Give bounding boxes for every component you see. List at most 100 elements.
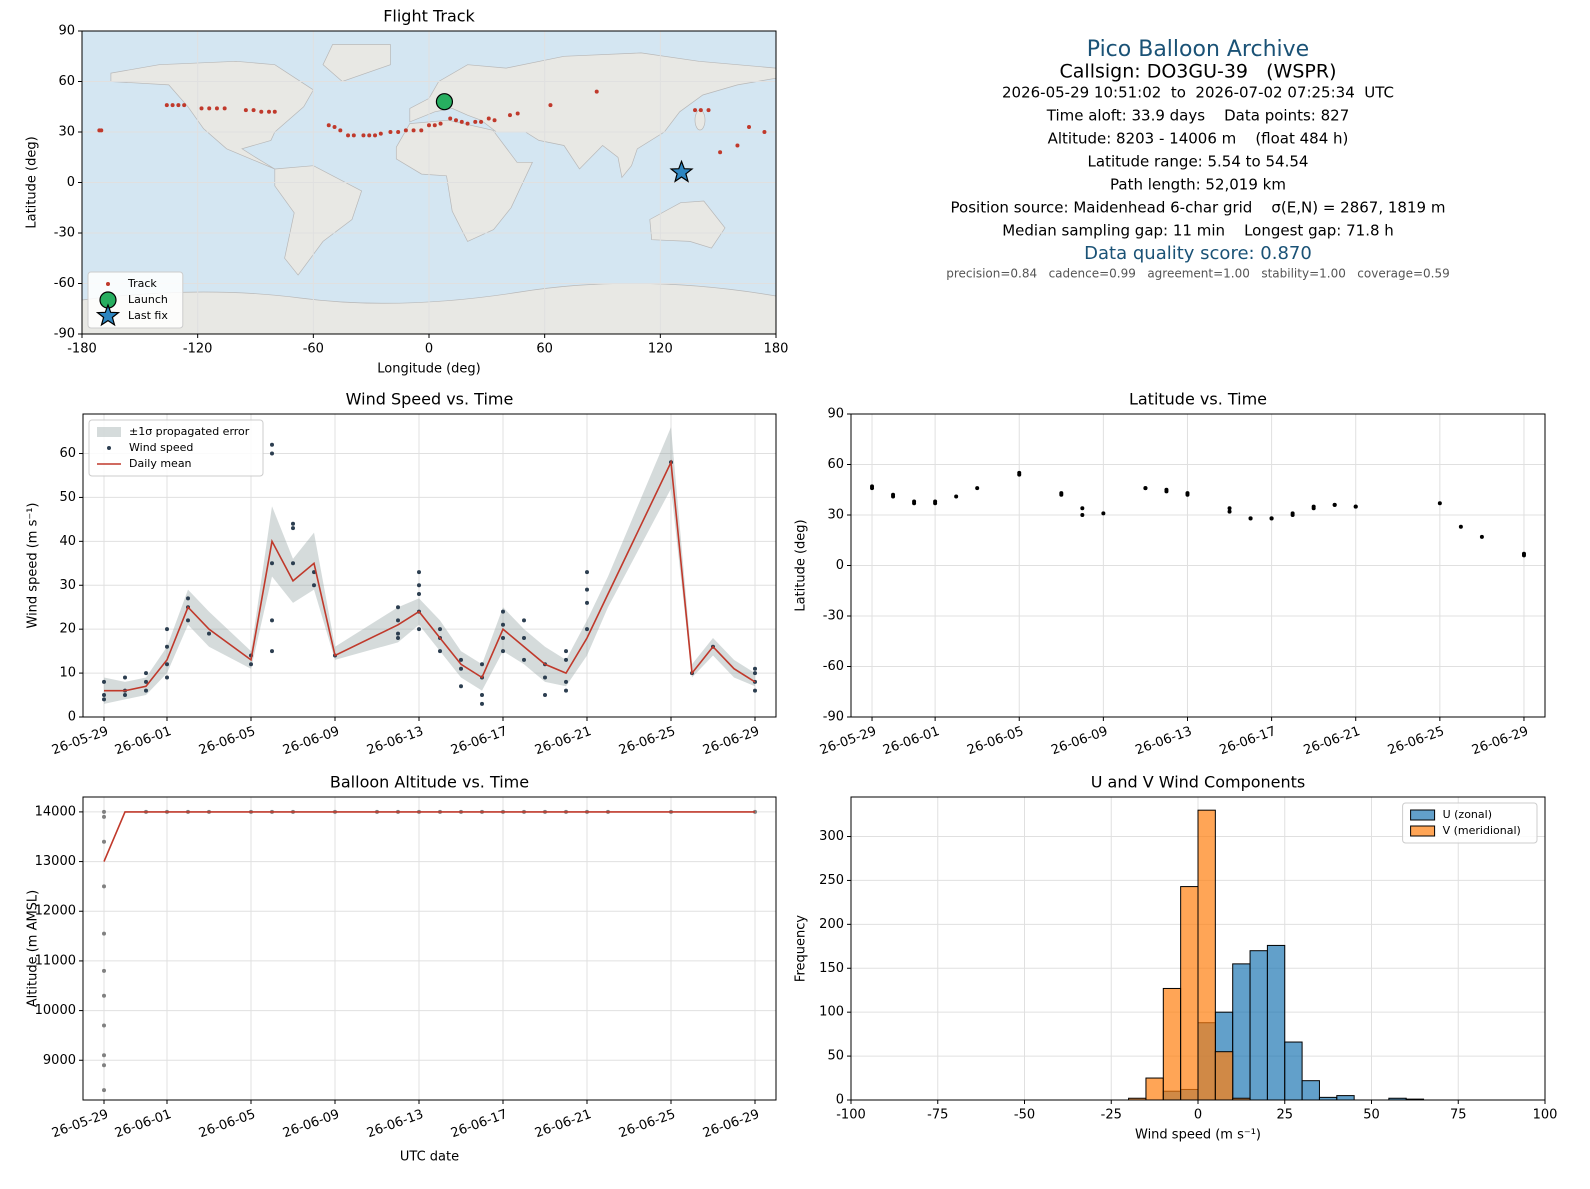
y-tick-label: 13000: [35, 854, 76, 869]
marker: [367, 133, 372, 138]
marker: [1059, 492, 1064, 497]
axes-frame: [81, 30, 777, 335]
error-band: [104, 427, 755, 704]
summary: Pico Balloon Archive Callsign: DO3GU-39 …: [946, 37, 1450, 281]
marker: [459, 666, 463, 671]
marker: [548, 103, 553, 108]
marker: [669, 159, 694, 183]
marker: [1332, 502, 1337, 507]
marker: [427, 123, 431, 128]
legend-label: Last fix: [128, 309, 168, 322]
marker: [270, 649, 274, 654]
marker: [99, 128, 104, 133]
line: [104, 459, 756, 692]
marker: [186, 618, 190, 623]
marker: [501, 649, 505, 654]
marker: [144, 688, 148, 693]
histogram-bar: [1336, 1095, 1355, 1101]
x-tick-label: 50: [1363, 1108, 1380, 1123]
legend: U (zonal) V (meridional): [1402, 802, 1538, 844]
marker: [448, 116, 453, 121]
marker: [270, 618, 274, 623]
marker: [417, 627, 421, 632]
marker: [396, 631, 400, 636]
marker: [975, 486, 980, 491]
x-tick-label: 0: [1194, 1108, 1202, 1123]
marker: [933, 499, 938, 504]
scatter-series: [102, 442, 757, 706]
legend: ±1σ propagated error Wind speed Daily mean: [88, 419, 264, 477]
x-axis-label: Longitude (deg): [377, 362, 480, 377]
x-tick-label: -60: [303, 342, 324, 357]
marker: [585, 570, 589, 575]
x-tick-label: 26-06-01: [113, 724, 174, 758]
x-tick-label: 100: [1533, 1108, 1558, 1123]
y-axis-label: Wind speed (m s⁻¹): [26, 503, 41, 629]
land: [694, 109, 706, 131]
x-tick-label: 120: [648, 342, 673, 357]
marker: [515, 111, 520, 116]
marker: [144, 679, 148, 684]
marker: [102, 679, 106, 684]
y-tick-label: 60: [58, 74, 75, 89]
histogram-bar: [1284, 1041, 1303, 1101]
axes-frame: [850, 796, 1546, 1101]
marker: [480, 693, 484, 698]
marker: [1248, 516, 1253, 521]
x-tick-label: 26-06-09: [1049, 724, 1110, 758]
marker: [1458, 524, 1463, 529]
x-tick-label: 25: [1276, 1108, 1293, 1123]
marker: [1479, 534, 1484, 539]
summary-line: Path length: 52,019 km: [1110, 176, 1286, 194]
axes-frame: [82, 796, 777, 1101]
marker: [522, 635, 526, 640]
marker: [102, 1023, 106, 1028]
summary-line: Altitude: 8203 - 14006 m (float 484 h): [1048, 130, 1349, 148]
marker: [1353, 504, 1358, 509]
y-tick-label: -90: [54, 327, 75, 342]
marker: [373, 133, 378, 138]
marker: [706, 108, 711, 113]
marker: [165, 644, 169, 649]
land: [274, 165, 363, 276]
axes-frame: [82, 413, 777, 718]
x-tick-label: 26-06-13: [1133, 724, 1194, 758]
y-tick-label: 100: [819, 1005, 844, 1020]
x-tick-label: 26-06-17: [1218, 724, 1279, 758]
marker: [144, 671, 148, 676]
y-tick-label: 0: [836, 558, 844, 573]
marker: [396, 635, 400, 640]
land: [649, 200, 726, 249]
chart-title: Flight Track: [383, 7, 475, 26]
summary-line: 2026-05-29 10:51:02 to 2026-07-02 07:25:…: [1002, 84, 1394, 102]
x-tick-label: 26-06-13: [365, 724, 426, 758]
marker: [291, 561, 295, 566]
marker: [102, 693, 106, 698]
y-tick-label: 30: [58, 125, 75, 140]
marker: [199, 106, 204, 111]
marker: [378, 131, 383, 136]
y-tick-label: -30: [54, 226, 75, 241]
marker: [438, 627, 442, 632]
marker: [396, 605, 400, 610]
summary-line: Median sampling gap: 11 min Longest gap:…: [1002, 222, 1394, 240]
x-tick-label: 75: [1450, 1108, 1467, 1123]
marker: [332, 124, 337, 129]
chart-title: Balloon Altitude vs. Time: [330, 773, 529, 792]
marker: [954, 494, 959, 499]
marker: [718, 150, 723, 155]
legend-label: Launch: [128, 293, 168, 306]
marker: [762, 130, 767, 134]
histogram-bar: [1162, 987, 1182, 1101]
axes-frame: [850, 413, 1546, 718]
marker: [222, 106, 227, 111]
legend-box: [1402, 802, 1538, 844]
x-tick-label: 26-06-05: [197, 1107, 258, 1141]
histogram-bar: [1266, 944, 1286, 1101]
marker: [326, 123, 331, 128]
x-tick-label: 26-06-21: [1302, 724, 1363, 758]
quality-components: precision=0.84 cadence=0.99 agreement=1.…: [946, 267, 1450, 281]
histogram-bar: [1145, 1077, 1164, 1101]
marker: [102, 884, 106, 889]
marker: [346, 133, 351, 138]
